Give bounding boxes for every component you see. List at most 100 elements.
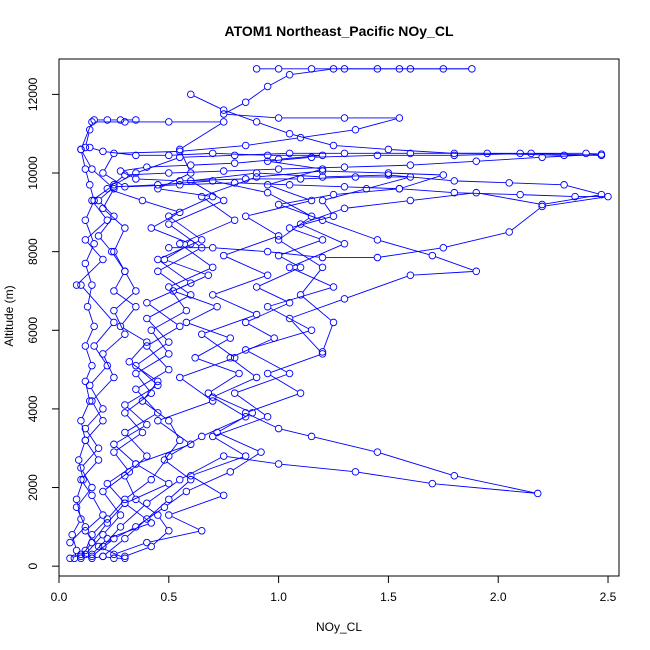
series-segment	[91, 367, 106, 384]
series-segment	[87, 242, 102, 258]
data-point	[121, 224, 129, 232]
series-segment	[248, 88, 266, 101]
series-segment	[82, 544, 91, 555]
series-segment	[159, 517, 168, 529]
y-tick-label: 8000	[26, 238, 40, 265]
data-point	[154, 381, 162, 390]
series-segment	[126, 415, 141, 431]
data-point	[307, 212, 316, 221]
data-point	[187, 440, 195, 449]
series-segment	[109, 485, 124, 502]
data-point	[406, 65, 415, 73]
series-segment	[117, 151, 177, 154]
series-segment	[402, 175, 441, 189]
series-segment	[131, 363, 156, 380]
series-segment	[106, 556, 111, 559]
series-segment	[145, 201, 177, 212]
series-segment	[391, 174, 452, 182]
data-point	[219, 118, 228, 126]
data-point	[263, 82, 272, 91]
data-point	[274, 155, 283, 164]
series-segment	[435, 483, 535, 494]
data-point	[176, 177, 184, 185]
data-point	[103, 361, 112, 370]
data-point	[77, 416, 85, 425]
data-point	[439, 243, 448, 252]
data-point	[241, 318, 250, 327]
data-point	[285, 314, 294, 323]
data-point	[88, 397, 96, 405]
data-point	[132, 385, 140, 394]
data-point	[165, 169, 173, 177]
series-segment	[81, 124, 92, 147]
data-point	[208, 243, 217, 252]
series-segment	[82, 450, 97, 466]
series-segment	[104, 191, 113, 206]
series-segment	[281, 241, 320, 267]
data-point	[318, 196, 327, 205]
series-segment	[226, 236, 276, 255]
data-point	[340, 295, 349, 303]
series-segment	[291, 320, 321, 352]
data-point	[154, 184, 162, 193]
data-point	[307, 65, 316, 73]
series-segment	[139, 178, 177, 182]
series-segment	[81, 423, 86, 438]
series-segment	[380, 240, 430, 256]
data-point	[99, 416, 107, 425]
series-segment	[281, 205, 320, 220]
data-point	[340, 163, 349, 171]
data-point	[197, 527, 206, 535]
series-segment	[226, 256, 265, 275]
data-point	[406, 196, 415, 205]
series-segment	[303, 209, 342, 224]
data-point	[270, 334, 278, 342]
series-segment	[193, 95, 221, 110]
data-point	[248, 409, 257, 417]
series-segment	[150, 164, 188, 168]
data-point	[505, 179, 513, 187]
data-point	[85, 181, 94, 189]
data-point	[176, 475, 184, 484]
data-point	[85, 381, 94, 390]
data-point	[406, 149, 415, 158]
data-point	[88, 118, 96, 126]
series-segment	[86, 246, 94, 261]
data-point	[395, 184, 404, 193]
data-point	[428, 251, 437, 260]
series-segment	[85, 172, 90, 182]
data-point	[329, 212, 338, 221]
data-point	[99, 542, 107, 551]
series-segment	[183, 154, 232, 158]
data-point	[187, 177, 195, 185]
data-point	[241, 141, 250, 150]
data-point	[88, 552, 96, 561]
data-point	[85, 143, 94, 152]
data-point	[132, 460, 140, 468]
data-point	[132, 169, 140, 177]
data-point	[132, 116, 140, 124]
data-point	[472, 188, 481, 197]
data-point	[176, 153, 184, 162]
series-segment	[198, 358, 237, 373]
series-segment	[270, 287, 331, 307]
data-point	[296, 291, 305, 299]
data-point	[81, 165, 90, 173]
data-point	[538, 200, 546, 209]
series-segment	[358, 118, 397, 130]
series-segment	[126, 434, 145, 454]
data-point	[208, 177, 217, 185]
data-point	[450, 188, 459, 197]
data-point	[138, 196, 147, 205]
data-point	[121, 401, 129, 409]
data-point	[121, 409, 129, 417]
data-point	[204, 271, 213, 279]
data-point	[296, 175, 305, 183]
data-point	[72, 495, 81, 504]
data-point	[182, 318, 191, 327]
series-segment	[115, 273, 124, 289]
data-point	[296, 133, 305, 142]
data-point	[94, 196, 103, 205]
data-point	[121, 495, 129, 504]
data-point	[197, 243, 206, 252]
